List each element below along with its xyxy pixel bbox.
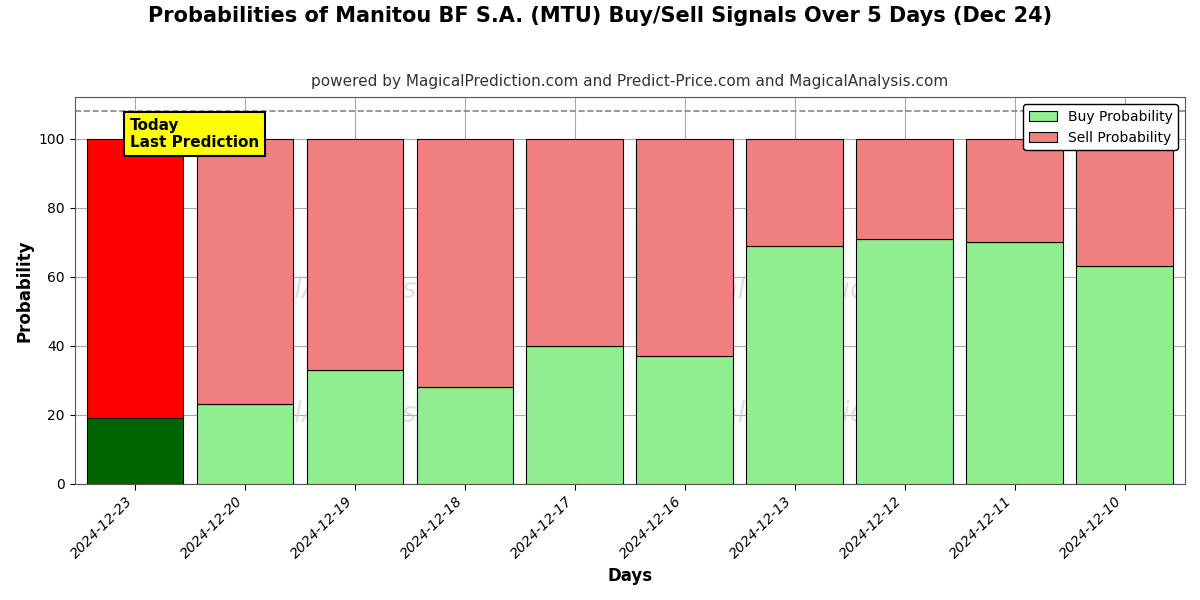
- X-axis label: Days: Days: [607, 567, 653, 585]
- Bar: [746, 139, 844, 245]
- Bar: [857, 139, 953, 239]
- Bar: [966, 242, 1063, 484]
- Legend: Buy Probability, Sell Probability: Buy Probability, Sell Probability: [1024, 104, 1178, 150]
- Bar: [746, 245, 844, 484]
- Bar: [307, 370, 403, 484]
- Bar: [416, 387, 514, 484]
- Bar: [527, 139, 623, 346]
- Bar: [416, 139, 514, 387]
- Bar: [636, 356, 733, 484]
- Text: calAnalysis.com: calAnalysis.com: [263, 277, 486, 304]
- Text: MagicalPrediction.com: MagicalPrediction.com: [640, 400, 953, 428]
- Title: powered by MagicalPrediction.com and Predict-Price.com and MagicalAnalysis.com: powered by MagicalPrediction.com and Pre…: [311, 74, 948, 89]
- Bar: [1076, 139, 1172, 266]
- Bar: [86, 418, 184, 484]
- Bar: [86, 139, 184, 418]
- Bar: [527, 346, 623, 484]
- Bar: [857, 239, 953, 484]
- Bar: [636, 139, 733, 356]
- Bar: [966, 139, 1063, 242]
- Text: Today
Last Prediction: Today Last Prediction: [130, 118, 259, 150]
- Bar: [197, 404, 294, 484]
- Bar: [1076, 266, 1172, 484]
- Bar: [197, 139, 294, 404]
- Bar: [307, 139, 403, 370]
- Text: MagicalPrediction.com: MagicalPrediction.com: [640, 277, 953, 304]
- Y-axis label: Probability: Probability: [16, 239, 34, 342]
- Text: Probabilities of Manitou BF S.A. (MTU) Buy/Sell Signals Over 5 Days (Dec 24): Probabilities of Manitou BF S.A. (MTU) B…: [148, 6, 1052, 26]
- Text: calAnalysis.com: calAnalysis.com: [263, 400, 486, 428]
